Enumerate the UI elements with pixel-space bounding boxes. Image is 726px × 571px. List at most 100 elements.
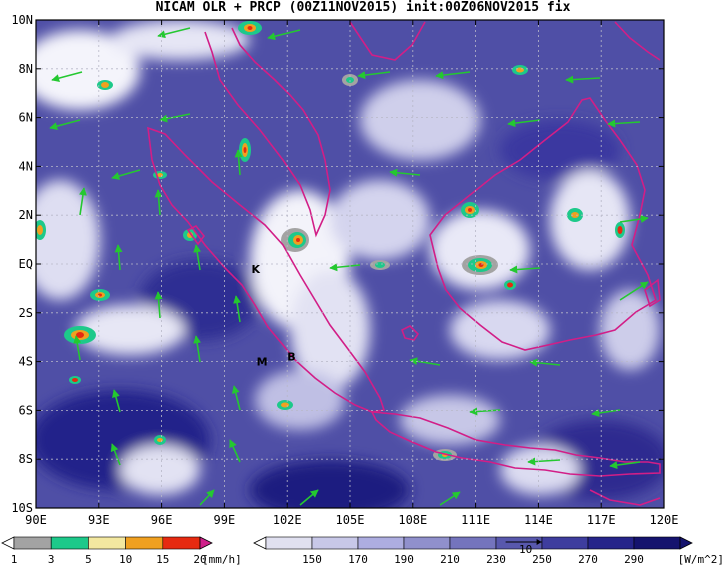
lon-label: 99E [214, 513, 236, 527]
lat-label: 10N [11, 13, 33, 27]
lat-label: 8S [19, 452, 33, 466]
coastline-indochina [349, 21, 426, 61]
wind-vector [193, 335, 202, 363]
rain-cell [461, 202, 479, 218]
rain-cell [277, 400, 293, 410]
colorbar-tick-label: 20 [193, 553, 206, 566]
wind-vector [111, 169, 141, 180]
lon-label: 108E [398, 513, 427, 527]
coastline-bangka-island [400, 325, 420, 341]
lon-label: 96E [151, 513, 173, 527]
wind-vector [619, 281, 649, 301]
wind-vector [193, 244, 202, 271]
rain-cell [281, 228, 309, 252]
lat-label: 10S [11, 501, 33, 515]
colorbar-tick-label: 170 [348, 553, 368, 566]
colorbar-tick-label: 3 [48, 553, 55, 566]
rain-cell [64, 326, 96, 344]
rain-cell [154, 435, 166, 445]
rain-cell [238, 21, 262, 35]
wind-vector [509, 265, 541, 274]
wind-vector [157, 27, 191, 39]
wind-vector [565, 75, 601, 84]
coastline-island [644, 278, 661, 308]
lon-label: 105E [336, 513, 365, 527]
wind-vector [435, 71, 471, 80]
colorbar-segment [162, 536, 201, 550]
wind-vector [609, 461, 641, 470]
colorbar-arrow-left [1, 536, 15, 550]
reference-vector-label: 10 [519, 543, 532, 556]
rain-cell [462, 255, 498, 275]
colorbar-tick-label: 230 [486, 553, 506, 566]
rain-cell [615, 222, 625, 238]
lat-label: 6N [19, 111, 33, 125]
wind-vector [619, 215, 649, 223]
colorbar-segment [265, 536, 313, 550]
colorbar-arrow-right [679, 536, 693, 550]
lat-label: 2N [19, 208, 33, 222]
lat-label: 8N [19, 62, 33, 76]
lon-label: 120E [650, 513, 679, 527]
wind-vector [607, 119, 641, 128]
wind-vector [389, 168, 421, 177]
wind-vector [154, 291, 163, 319]
location-markers: K M B [252, 263, 296, 369]
colorbar-tick-label: 250 [532, 553, 552, 566]
wind-vector [409, 357, 441, 366]
lat-label: 6S [19, 403, 33, 417]
wind-vector [591, 409, 621, 417]
rain-cell [36, 220, 46, 240]
colorbar-unit: [W/m^2] [678, 553, 724, 566]
lon-label: 114E [524, 513, 553, 527]
colorbar-unit: [mm/h] [202, 553, 242, 566]
colorbar-tick-label: 190 [394, 553, 414, 566]
colorbar-arrow-right [199, 536, 213, 550]
wind-vector [529, 358, 561, 367]
colorbar-segment [13, 536, 52, 550]
reference-vector-head [536, 539, 542, 545]
gridlines [36, 20, 664, 508]
colorbar-segment [357, 536, 405, 550]
coastline-sumatra [147, 126, 386, 413]
colorbar-segment [449, 536, 497, 550]
location-marker: M [257, 356, 268, 369]
olr-field [36, 20, 664, 508]
lon-label: 117E [587, 513, 616, 527]
colorbar-segment [403, 536, 451, 550]
colorbar-tick-label: 10 [119, 553, 132, 566]
map-title: NICAM OLR + PRCP (00Z11NOV2015) init:00Z… [155, 0, 571, 15]
lat-label: 2S [19, 306, 33, 320]
wind-vector [73, 335, 82, 361]
rain-cell [504, 280, 516, 290]
wind-vector [507, 119, 541, 128]
rain-cell [239, 138, 251, 162]
colorbar-tick-label: 210 [440, 553, 460, 566]
colorbar-segment [50, 536, 89, 550]
lat-label: 4S [19, 355, 33, 369]
location-marker: K [252, 263, 261, 276]
precipitation-cells [36, 21, 625, 461]
wind-vector [154, 189, 163, 216]
coastline-java [370, 411, 661, 477]
wind-vector [234, 149, 243, 176]
wind-vector [51, 71, 83, 83]
colorbar-tick-label: 150 [302, 553, 322, 566]
wind-vector [159, 113, 191, 123]
rain-cell [512, 65, 528, 75]
rain-cell [567, 208, 583, 222]
colorbar-tick-label: 1 [11, 553, 18, 566]
wind-vector [229, 439, 241, 463]
coastlines [147, 21, 661, 506]
wind-vector [267, 29, 301, 41]
olr-colorbar: 150 170 190 210 230 250 270 290 10 [W/m^2] [253, 536, 724, 566]
wind-vector [231, 385, 241, 411]
colorbar-tick-label: 15 [156, 553, 169, 566]
wind-vector [299, 489, 319, 506]
wind-vector [233, 295, 242, 323]
colorbar-segment [633, 536, 681, 550]
colorbar-arrow-left [253, 536, 267, 550]
wind-vector [110, 443, 121, 466]
